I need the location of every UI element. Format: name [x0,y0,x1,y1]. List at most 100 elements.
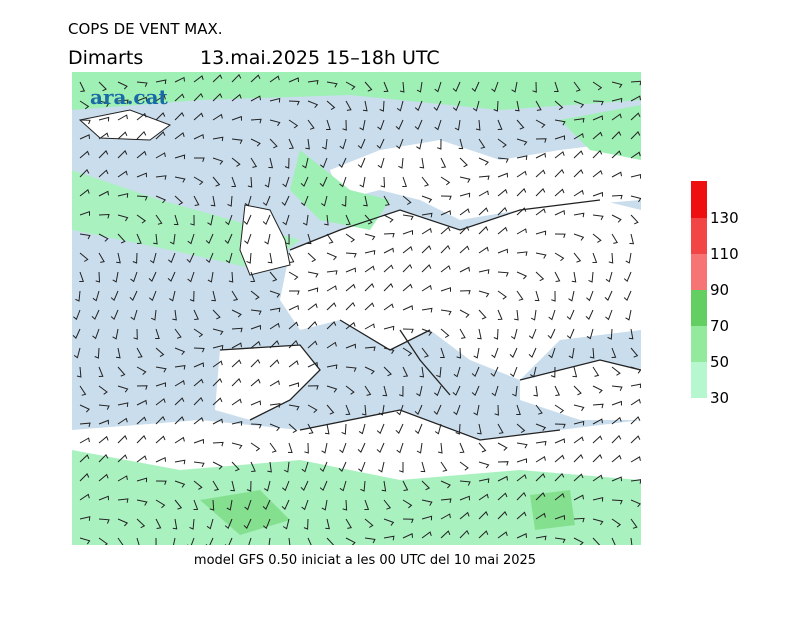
wind-barb [377,157,385,169]
wind-barb [514,309,519,321]
wind-barb [345,81,356,90]
wind-barb [174,112,185,121]
wind-barb [231,115,242,121]
wind-barb [98,190,109,197]
wind-barb [359,119,366,131]
wind-barb [554,438,565,444]
wind-barb [383,366,392,377]
wind-barb [167,252,176,264]
wind-barb [376,138,385,149]
wind-barb [592,366,600,377]
wind-barb [573,404,585,412]
wind-barb [153,233,158,245]
wind-barb [630,174,641,179]
wind-barb [150,309,157,321]
wind-barb [478,226,489,235]
wind-barb [174,436,185,444]
wind-barb [493,328,499,340]
wind-barb [282,518,290,530]
wind-barb [421,195,433,203]
wind-barb [611,454,622,463]
wind-barb [497,157,509,163]
wind-barb [516,474,527,482]
wind-barb [459,266,470,273]
wind-barb [516,404,521,415]
wind-barb [516,251,528,256]
wind-barb [269,380,280,387]
wind-barb [79,210,90,216]
wind-barb [364,518,374,528]
wind-barb [402,480,409,491]
wind-barb [98,419,109,425]
wind-barb [155,328,160,339]
wind-barb [402,518,414,524]
wind-barb [212,309,221,320]
wind-barb [224,233,233,244]
wind-barb [136,518,146,529]
wind-barb [421,284,432,292]
wind-barb [395,423,404,434]
wind-barb [148,271,157,282]
wind-barb [383,214,394,223]
wind-barb [269,423,281,432]
wind-barb [79,119,91,125]
wind-barb [358,461,366,473]
wind-barb [194,157,205,162]
wind-barb [130,309,138,321]
wind-barb [174,459,186,465]
wind-barb [607,328,613,340]
wind-barb [440,195,452,201]
wind-barb [193,461,205,468]
wind-barb [630,499,641,508]
wind-barb [478,530,489,539]
wind-area [290,150,390,230]
wind-barb [511,81,518,93]
wind-barb [535,169,546,178]
wind-barb [247,176,253,188]
wind-barb [117,498,129,503]
wind-barb [554,81,559,92]
wind-barb [174,76,185,83]
wind-barb [136,96,147,102]
wind-barb [98,518,110,524]
wind-barb [193,328,204,338]
wind-barb [510,328,518,340]
wind-barb [117,131,128,140]
wind-barb [133,328,138,340]
wind-barb [212,360,223,368]
wind-barb [193,133,204,140]
wind-barb [573,233,585,241]
wind-barb [342,119,347,131]
wind-barb [193,195,200,206]
wind-barb [535,404,543,415]
wind-barb [205,233,214,245]
wind-barb [174,480,186,488]
wind-barb [363,195,368,207]
wind-barb [573,118,585,123]
wind-barb [573,212,585,218]
wind-barb [611,233,618,244]
wind-barb [98,100,110,107]
wind-barb [193,499,199,510]
wind-barb [383,232,395,238]
wind-barb [630,366,641,374]
wind-barb [497,248,508,254]
wind-barb [345,100,352,111]
wind-barb [514,100,520,112]
wind-barb [193,396,204,406]
wind-barb [98,366,104,377]
wind-barb [459,309,470,318]
wind-barb [535,152,546,159]
wind-barb [155,480,167,485]
wind-barb [550,366,556,378]
wind-barb [592,435,603,444]
wind-barb [79,81,86,92]
wind-barb [611,434,622,444]
wind-barb [231,327,243,333]
map: ara.cat [72,72,641,545]
wind-barb [174,365,186,370]
wind-barb [421,480,431,491]
wind-barb [303,518,309,530]
wind-barb [345,343,356,349]
wind-barb [364,385,372,396]
